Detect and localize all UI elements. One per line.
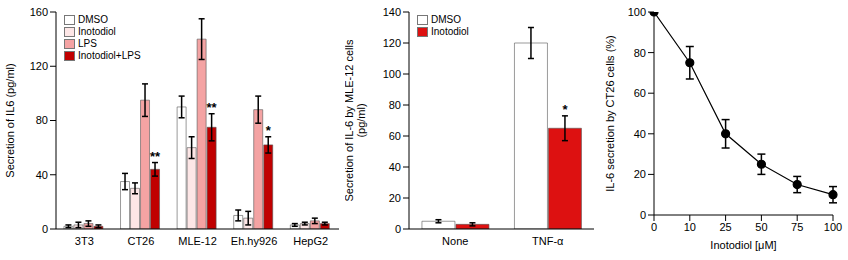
svg-text:0: 0 [42, 223, 48, 235]
svg-text:160: 160 [30, 6, 48, 18]
svg-text:0: 0 [640, 209, 646, 221]
html-text:Inotodiol+LPS: Inotodiol+LPS [78, 50, 141, 61]
svg-text:None: None [442, 235, 468, 247]
svg-text:**: ** [150, 149, 161, 164]
svg-text:80: 80 [389, 99, 401, 111]
svg-text:20: 20 [389, 192, 401, 204]
svg-text:40: 40 [36, 169, 48, 181]
svg-text:3T3: 3T3 [75, 235, 94, 247]
svg-text:Secretion of IL6 (pg/ml): Secretion of IL6 (pg/ml) [8, 63, 16, 177]
svg-text:80: 80 [36, 114, 48, 126]
html-text:DMSO: DMSO [431, 14, 461, 25]
svg-text:25: 25 [719, 221, 731, 233]
svg-text:Eh.hy926: Eh.hy926 [231, 235, 277, 247]
svg-text:*: * [266, 123, 272, 138]
svg-text:120: 120 [30, 60, 48, 72]
svg-text:IL-6 secretion by CT26 cells (: IL-6 secretion by CT26 cells (%) [604, 35, 616, 192]
svg-text:CT26: CT26 [127, 235, 154, 247]
svg-text:60: 60 [389, 130, 401, 142]
html-text:DMSO: DMSO [78, 14, 108, 25]
svg-text:40: 40 [389, 161, 401, 173]
html-text:Inotodiol: Inotodiol [78, 26, 116, 37]
svg-text:Secretion of IL-6 by MLE-12 ce: Secretion of IL-6 by MLE-12 cells(pg/ml) [345, 39, 367, 202]
svg-text:*: * [562, 102, 568, 117]
svg-text:120: 120 [383, 37, 401, 49]
svg-text:100: 100 [628, 6, 646, 18]
svg-text:50: 50 [755, 221, 767, 233]
svg-text:75: 75 [791, 221, 803, 233]
svg-text:100: 100 [824, 221, 840, 233]
svg-text:HepG2: HepG2 [293, 235, 328, 247]
svg-text:0: 0 [651, 221, 657, 233]
svg-text:140: 140 [383, 6, 401, 18]
svg-text:100: 100 [383, 68, 401, 80]
svg-text:Inotodiol [μM]: Inotodiol [μM] [710, 239, 776, 251]
svg-text:**: ** [207, 100, 218, 115]
svg-text:TNF-α: TNF-α [532, 235, 564, 247]
svg-text:10: 10 [684, 221, 696, 233]
svg-text:80: 80 [634, 47, 646, 59]
html-text:LPS: LPS [78, 38, 97, 49]
html-text:Inotodiol: Inotodiol [431, 26, 469, 37]
svg-text:0: 0 [395, 223, 401, 235]
svg-text:20: 20 [634, 168, 646, 180]
svg-text:60: 60 [634, 87, 646, 99]
svg-text:40: 40 [634, 128, 646, 140]
svg-text:MLE-12: MLE-12 [178, 235, 217, 247]
